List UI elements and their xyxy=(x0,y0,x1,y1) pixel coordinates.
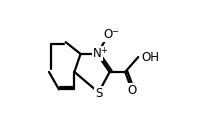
Text: OH: OH xyxy=(141,51,159,63)
Text: O: O xyxy=(104,28,113,41)
Text: O: O xyxy=(127,84,137,97)
Text: +: + xyxy=(100,46,107,55)
Text: −: − xyxy=(111,27,118,36)
Text: S: S xyxy=(95,87,102,100)
Text: N: N xyxy=(93,47,102,60)
